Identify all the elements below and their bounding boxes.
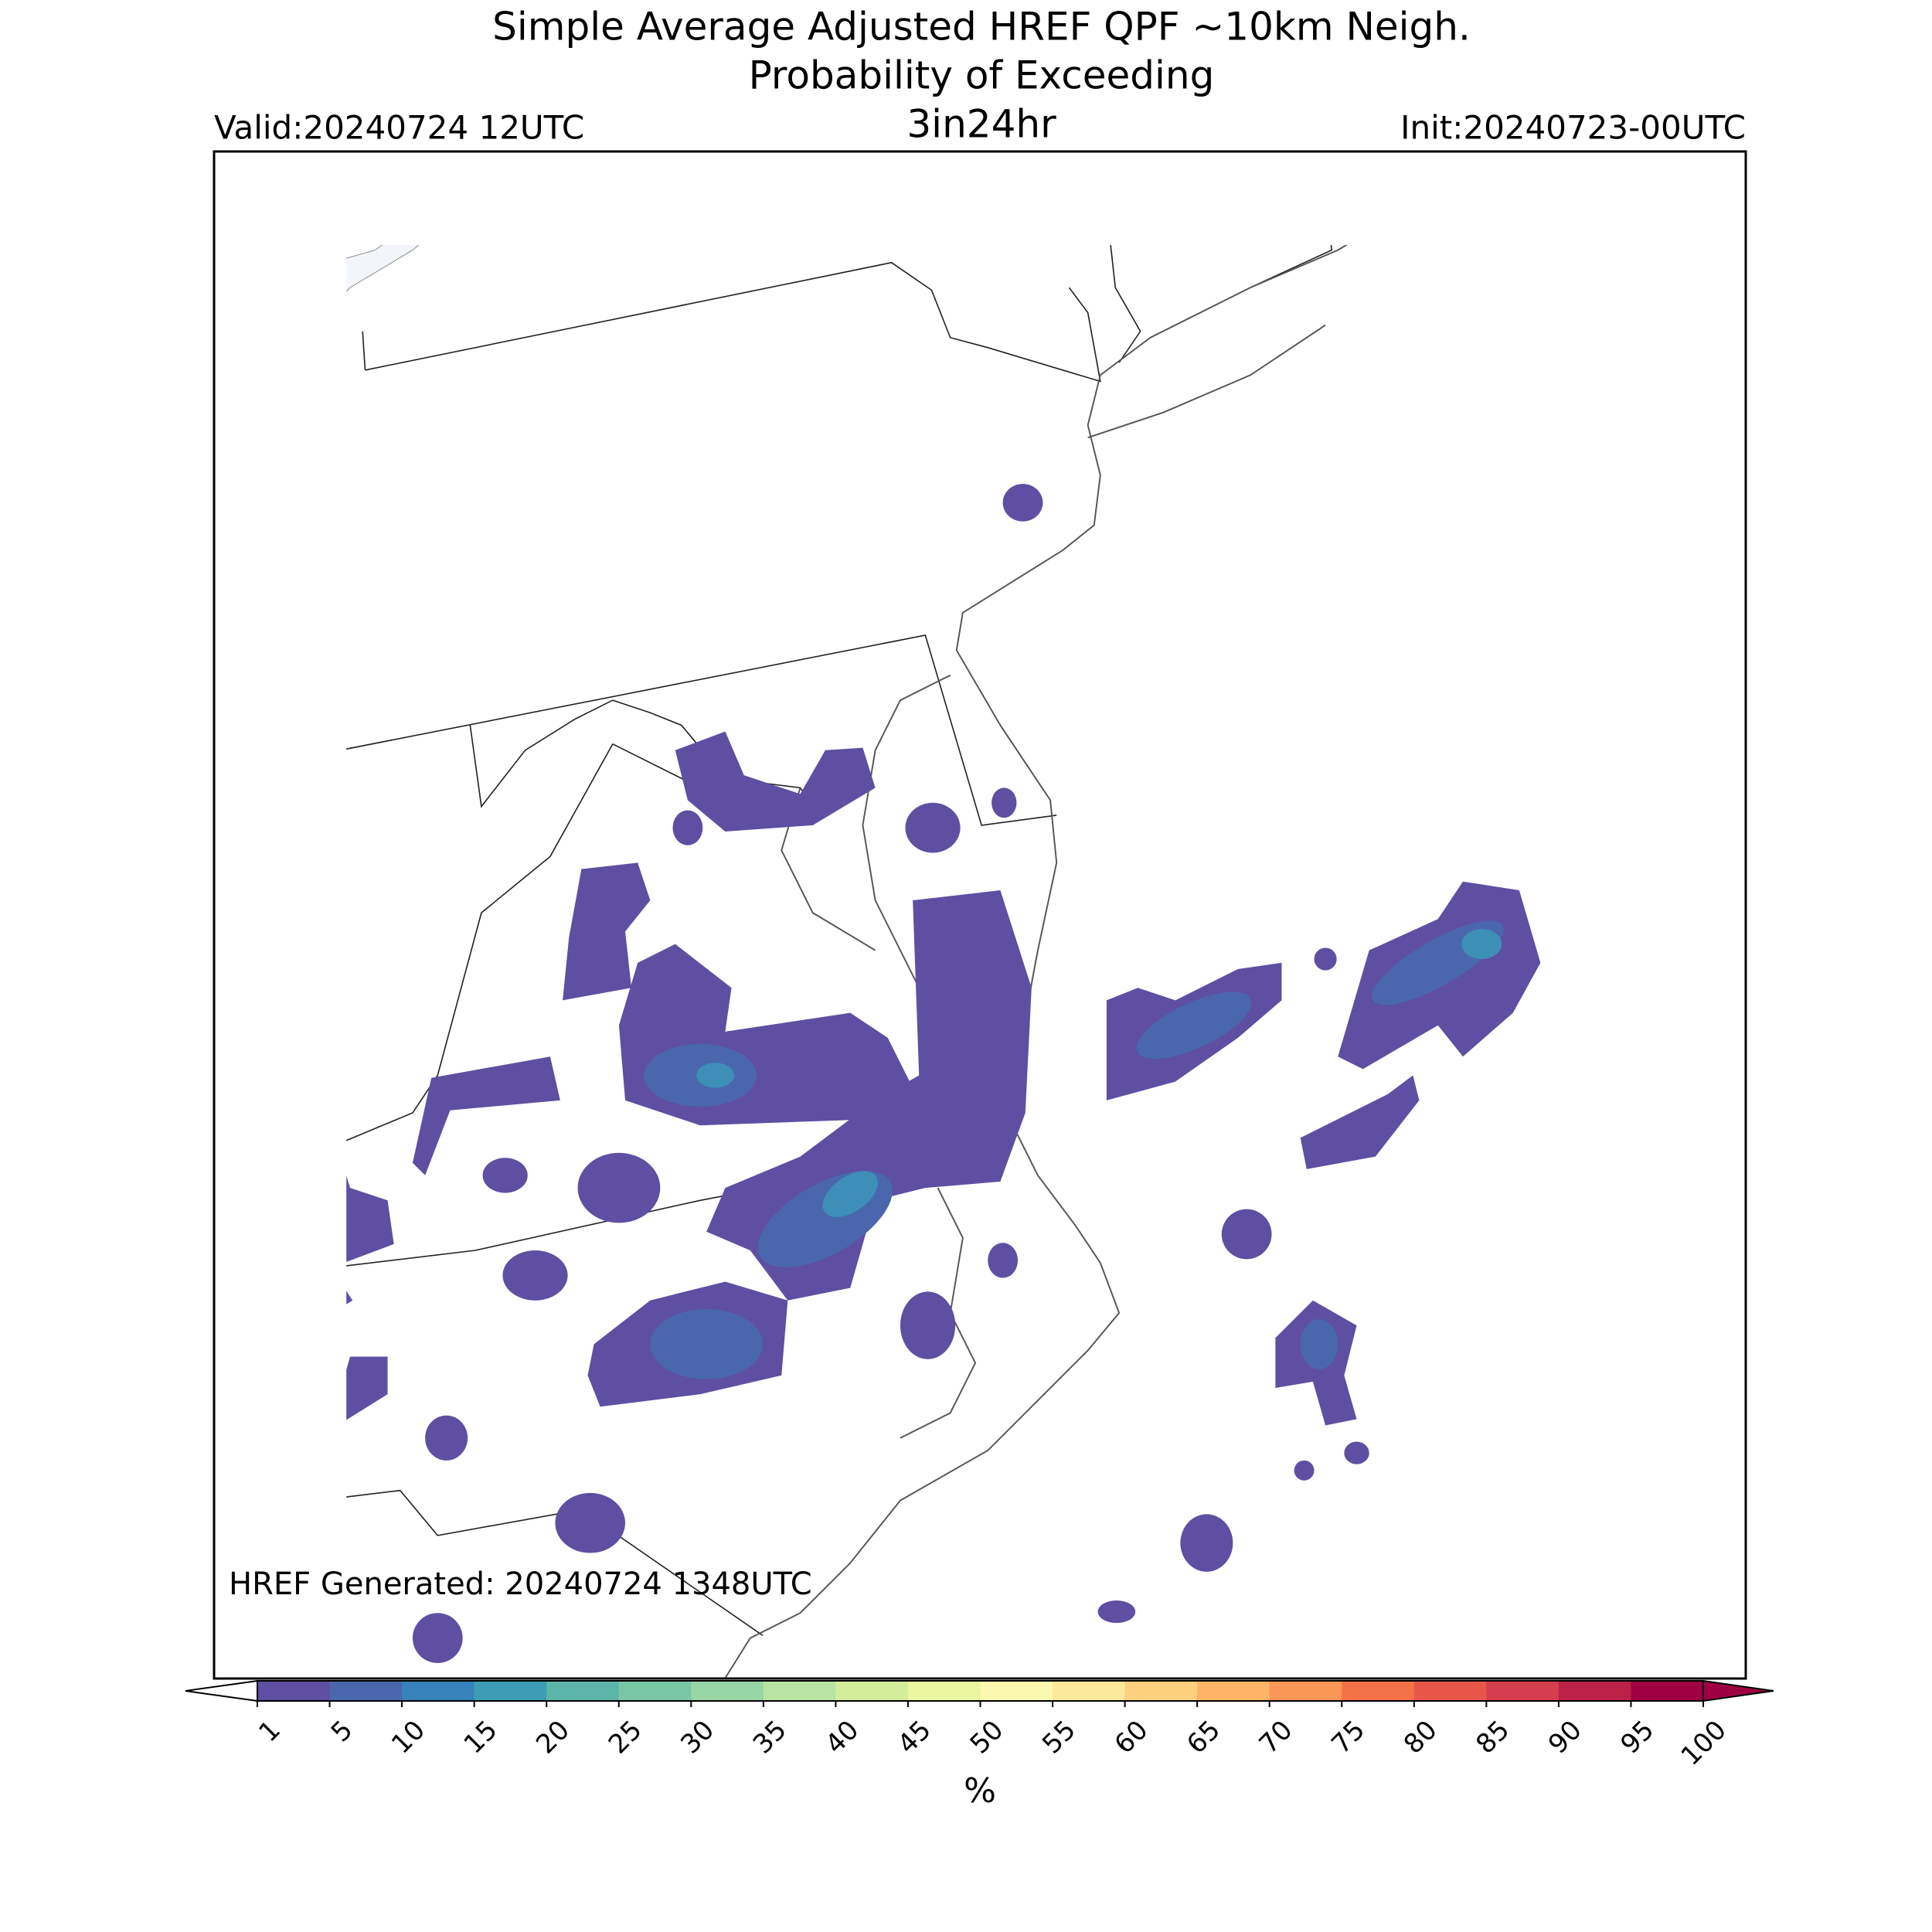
colorbar: 1 5 10 15 20 25 30 35 40 45 50 55 60 65 70 75 80 85 90 95 10… — [185, 1679, 1774, 1772]
prob-area — [502, 1250, 568, 1301]
colorbar-under — [185, 1679, 258, 1702]
colorbar-tick-label: 30 — [675, 1715, 720, 1760]
colorbar-segment — [1053, 1681, 1126, 1701]
colorbar-segment — [546, 1681, 620, 1701]
colorbar-segment — [1413, 1681, 1487, 1701]
colorbar-segment — [329, 1681, 403, 1701]
colorbar-segment — [402, 1681, 475, 1701]
prob-area — [1461, 929, 1502, 960]
colorbar-segment — [980, 1681, 1053, 1701]
prob-area — [577, 1152, 661, 1223]
colorbar-segment — [691, 1681, 764, 1701]
colorbar-tick-label: 50 — [964, 1715, 1010, 1760]
prob-area — [1300, 1318, 1338, 1369]
colorbar-segment — [618, 1681, 692, 1701]
colorbar-segment — [1342, 1681, 1415, 1701]
prob-area — [706, 890, 1032, 1301]
prob-area — [1002, 484, 1043, 522]
lake — [346, 245, 420, 292]
colorbar-tick-label: 5 — [325, 1715, 359, 1749]
prob-area — [1314, 947, 1337, 971]
colorbar-tick-label: 15 — [458, 1715, 504, 1760]
colorbar-tick-label: 60 — [1109, 1715, 1155, 1760]
prob-area — [672, 810, 703, 845]
colorbar-tick-label: 65 — [1181, 1715, 1226, 1760]
colorbar-tick-label: 20 — [530, 1715, 576, 1760]
colorbar-tick-label: 10 — [386, 1715, 431, 1760]
colorbar-tick-label: 40 — [819, 1715, 865, 1760]
colorbar-segment — [907, 1681, 981, 1701]
prob-area — [482, 1158, 528, 1193]
colorbar-segment — [1486, 1681, 1560, 1701]
colorbar-tick-label: 85 — [1470, 1715, 1515, 1760]
colorbar-segment — [835, 1681, 909, 1701]
prob-area — [563, 862, 651, 1001]
prob-area — [988, 1243, 1019, 1278]
colorbar-tick-label: 35 — [747, 1715, 793, 1760]
prob-area — [992, 787, 1017, 818]
prob-area — [675, 731, 876, 832]
colorbar-segment — [474, 1681, 547, 1701]
prob-area — [696, 1063, 734, 1088]
generated-note: HREF Generated: 20240724 1348UTC — [229, 1566, 812, 1602]
colorbar-tick-label: 90 — [1543, 1715, 1588, 1760]
colorbar-tick-label: 95 — [1614, 1715, 1660, 1760]
init-time: Init:20240723-00UTC — [1400, 109, 1746, 147]
colorbar-segment — [1124, 1681, 1198, 1701]
colorbar-tick-label: 55 — [1036, 1715, 1082, 1760]
prob-area — [1294, 1460, 1315, 1481]
colorbar-tick-label: 100 — [1675, 1715, 1733, 1772]
prob-area — [1180, 1514, 1233, 1572]
colorbar-segment — [763, 1681, 836, 1701]
colorbar-tick-label: 1 — [253, 1715, 287, 1749]
prob-area — [1300, 1075, 1420, 1169]
colorbar-tick-label: 45 — [892, 1715, 937, 1760]
map — [213, 150, 1747, 1680]
prob-area — [1136, 992, 1252, 1059]
prob-area — [650, 1309, 763, 1379]
title-line: Simple Average Adjusted HREF QPF ~10km N… — [492, 5, 1471, 49]
prob-area — [412, 1613, 463, 1663]
colorbar-segment — [1558, 1681, 1631, 1701]
colorbar-tick-label: 25 — [603, 1715, 648, 1760]
valid-time: Valid:20240724 12UTC — [214, 109, 584, 147]
colorbar-segment — [257, 1681, 331, 1701]
colorbar-tick-label: 75 — [1325, 1715, 1371, 1760]
prob-area — [425, 1415, 468, 1461]
map-frame — [213, 150, 1747, 1680]
title-line: 3in24hr — [906, 102, 1056, 147]
prob-area — [555, 1492, 625, 1553]
colorbar-segment — [1269, 1681, 1342, 1701]
colorbar-segment — [1197, 1681, 1270, 1701]
prob-area — [1097, 1600, 1136, 1624]
colorbar-segment — [1631, 1681, 1704, 1701]
prob-area — [905, 802, 961, 853]
prob-area — [412, 1056, 560, 1175]
prob-area — [822, 1171, 878, 1217]
prob-area — [900, 1291, 956, 1359]
prob-area — [1221, 1209, 1272, 1260]
prob-area — [346, 1291, 353, 1304]
prob-area — [346, 1175, 394, 1262]
prob-area — [346, 1356, 388, 1420]
prob-area — [1344, 1441, 1369, 1464]
colorbar-tick-label: 80 — [1398, 1715, 1444, 1760]
colorbar-label: % — [964, 1771, 996, 1811]
colorbar-over — [1702, 1679, 1774, 1702]
colorbar-tick-label: 70 — [1253, 1715, 1299, 1760]
title-line: Probability of Exceeding — [749, 53, 1215, 98]
